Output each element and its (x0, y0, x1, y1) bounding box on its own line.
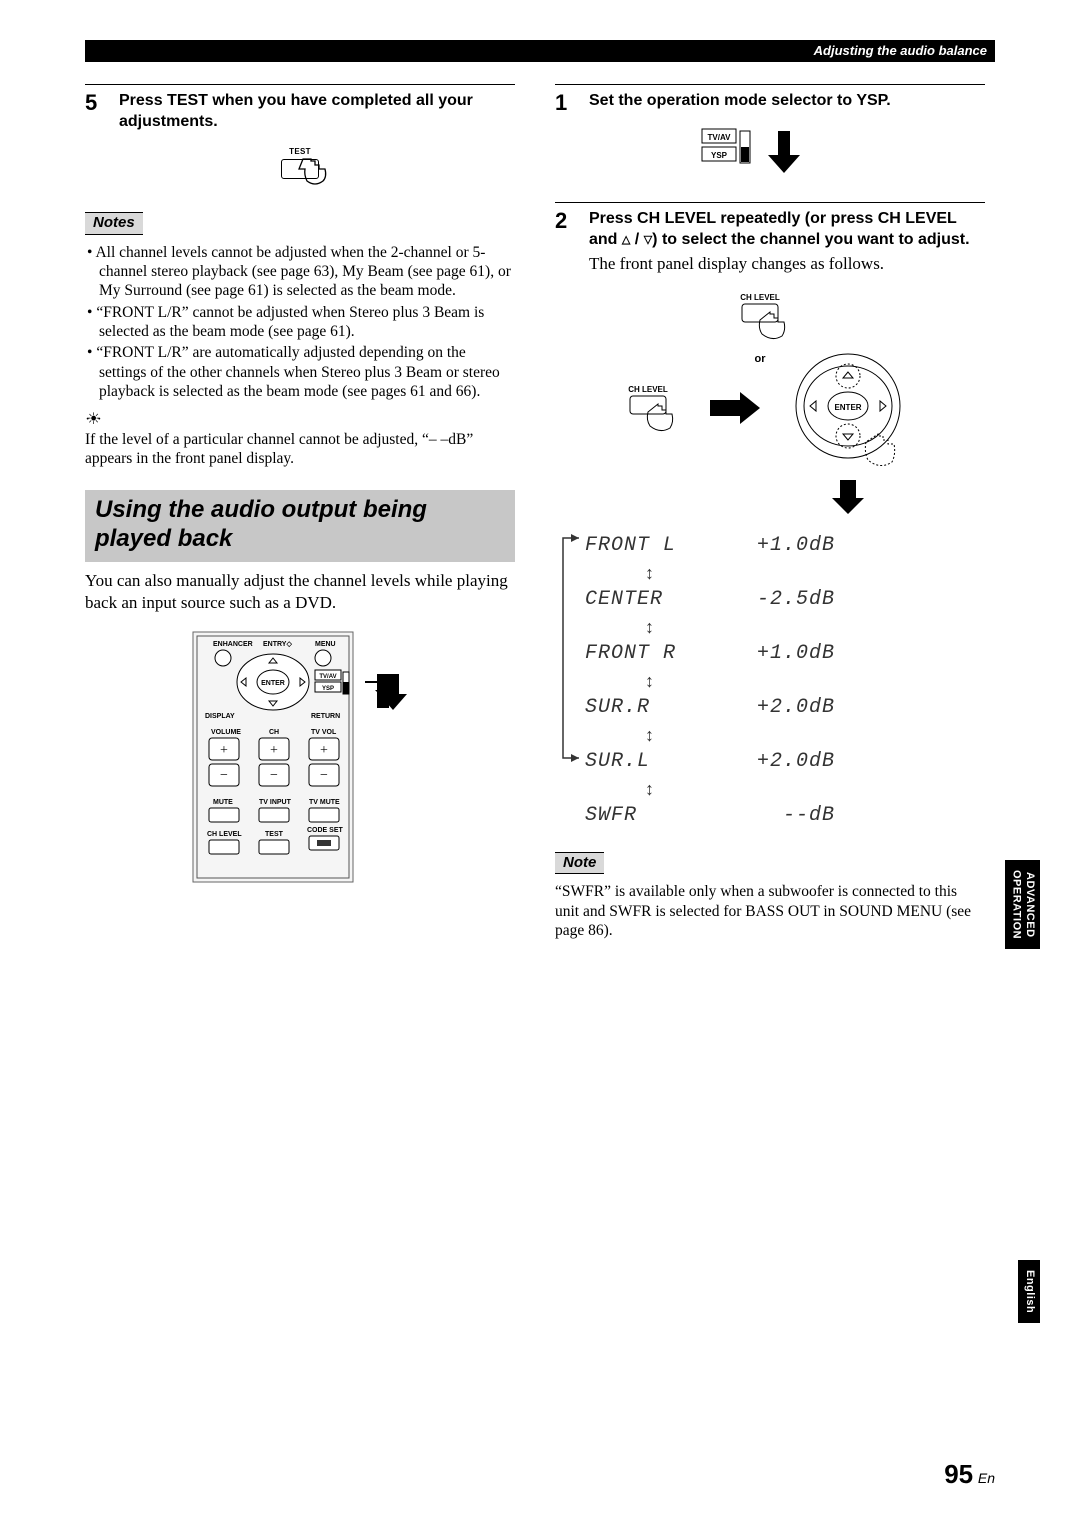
svg-text:ENTRY◇: ENTRY◇ (263, 641, 292, 648)
test-button-figure: TEST (85, 147, 515, 184)
updown-arrow-icon: ↕ (645, 670, 985, 692)
step-2-body: The front panel display changes as follo… (589, 253, 985, 274)
step-5-number: 5 (85, 91, 107, 133)
notes-list: All channel levels cannot be adjusted wh… (85, 243, 515, 402)
tip-icon: ·☀· (85, 410, 98, 430)
svg-text:RETURN: RETURN (311, 713, 340, 720)
svg-text:VOLUME: VOLUME (211, 729, 241, 736)
intro-text: You can also manually adjust the channel… (85, 570, 515, 614)
svg-text:+: + (270, 743, 278, 758)
note-item: All channel levels cannot be adjusted wh… (87, 243, 515, 301)
svg-text:TV/AV: TV/AV (319, 674, 336, 680)
svg-text:−: − (320, 768, 328, 783)
divider (555, 202, 985, 203)
svg-text:DISPLAY: DISPLAY (205, 713, 235, 720)
ch-level-figure: CH LEVEL or CH LEVEL ENTER (555, 288, 985, 523)
note-header: Note (555, 852, 604, 875)
svg-text:CH LEVEL: CH LEVEL (628, 385, 668, 394)
svg-text:TV MUTE: TV MUTE (309, 799, 340, 806)
updown-arrow-icon: ↕ (645, 724, 985, 746)
svg-text:TV VOL: TV VOL (311, 729, 337, 736)
side-tab-advanced: ADVANCEDOPERATION (1005, 860, 1041, 949)
selector-figure: TV/AV YSP (555, 125, 985, 184)
divider (85, 84, 515, 85)
display-row: SWFR --dB (585, 800, 985, 832)
svg-text:MUTE: MUTE (213, 799, 233, 806)
svg-text:ENTER: ENTER (261, 680, 285, 687)
step-2-text: Press CH LEVEL repeatedly (or press CH L… (589, 209, 985, 251)
step-5: 5 Press TEST when you have completed all… (85, 91, 515, 133)
header-bar: Adjusting the audio balance (85, 40, 995, 62)
side-tab-english: English (1018, 1260, 1040, 1323)
svg-text:+: + (220, 743, 228, 758)
remote-diagram: ENHANCER ENTRY◇ MENU ENTER TV/AV YSP (85, 626, 515, 891)
display-sequence: FRONT L +1.0dB ↕ CENTER -2.5dB ↕ FRONT R… (585, 530, 985, 832)
svg-text:YSP: YSP (322, 686, 334, 692)
updown-arrow-icon: ↕ (645, 778, 985, 800)
svg-text:MENU: MENU (315, 641, 336, 648)
step-2: 2 Press CH LEVEL repeatedly (or press CH… (555, 209, 985, 274)
page-number: 95 En (944, 1458, 995, 1491)
step-1-text: Set the operation mode selector to YSP. (589, 91, 891, 115)
updown-arrow-icon: ↕ (645, 616, 985, 638)
svg-text:ENHANCER: ENHANCER (213, 641, 253, 648)
display-row: SUR.R +2.0dB (585, 692, 985, 724)
display-row: SUR.L +2.0dB (585, 746, 985, 778)
svg-text:CH: CH (269, 729, 279, 736)
step-1-number: 1 (555, 91, 577, 115)
display-row: FRONT L +1.0dB (585, 530, 985, 562)
hand-press-icon (297, 155, 339, 197)
note-item: “FRONT L/R” are automatically adjusted d… (87, 343, 515, 401)
svg-text:TEST: TEST (265, 831, 284, 838)
svg-text:CH LEVEL: CH LEVEL (207, 831, 242, 838)
breadcrumb: Adjusting the audio balance (814, 43, 987, 58)
display-row: FRONT R +1.0dB (585, 638, 985, 670)
section-banner: Using the audio output being played back (85, 490, 515, 562)
note-item: “FRONT L/R” cannot be adjusted when Ster… (87, 303, 515, 342)
down-triangle-icon: ▽ (644, 233, 652, 247)
loop-bracket-icon (557, 530, 585, 770)
svg-text:CODE SET: CODE SET (307, 827, 344, 834)
tip-text: If the level of a particular channel can… (85, 430, 515, 469)
updown-arrow-icon: ↕ (645, 562, 985, 584)
display-row: CENTER -2.5dB (585, 584, 985, 616)
svg-text:or: or (755, 353, 767, 365)
svg-text:+: + (320, 743, 328, 758)
svg-text:TV/AV: TV/AV (708, 133, 732, 142)
svg-text:TV INPUT: TV INPUT (259, 799, 292, 806)
right-column: 1 Set the operation mode selector to YSP… (555, 80, 985, 940)
up-triangle-icon: △ (622, 233, 630, 247)
note-text: “SWFR” is available only when a subwoofe… (555, 882, 985, 940)
svg-text:CH LEVEL: CH LEVEL (740, 293, 780, 302)
divider (555, 84, 985, 85)
svg-text:YSP: YSP (711, 151, 728, 160)
step-5-text: Press TEST when you have completed all y… (119, 91, 515, 133)
svg-text:−: − (220, 768, 228, 783)
notes-header: Notes (85, 212, 143, 235)
left-column: 5 Press TEST when you have completed all… (85, 80, 515, 940)
step-2-number: 2 (555, 209, 577, 274)
step-1: 1 Set the operation mode selector to YSP… (555, 91, 985, 115)
svg-text:−: − (270, 768, 278, 783)
svg-text:ENTER: ENTER (834, 403, 861, 412)
